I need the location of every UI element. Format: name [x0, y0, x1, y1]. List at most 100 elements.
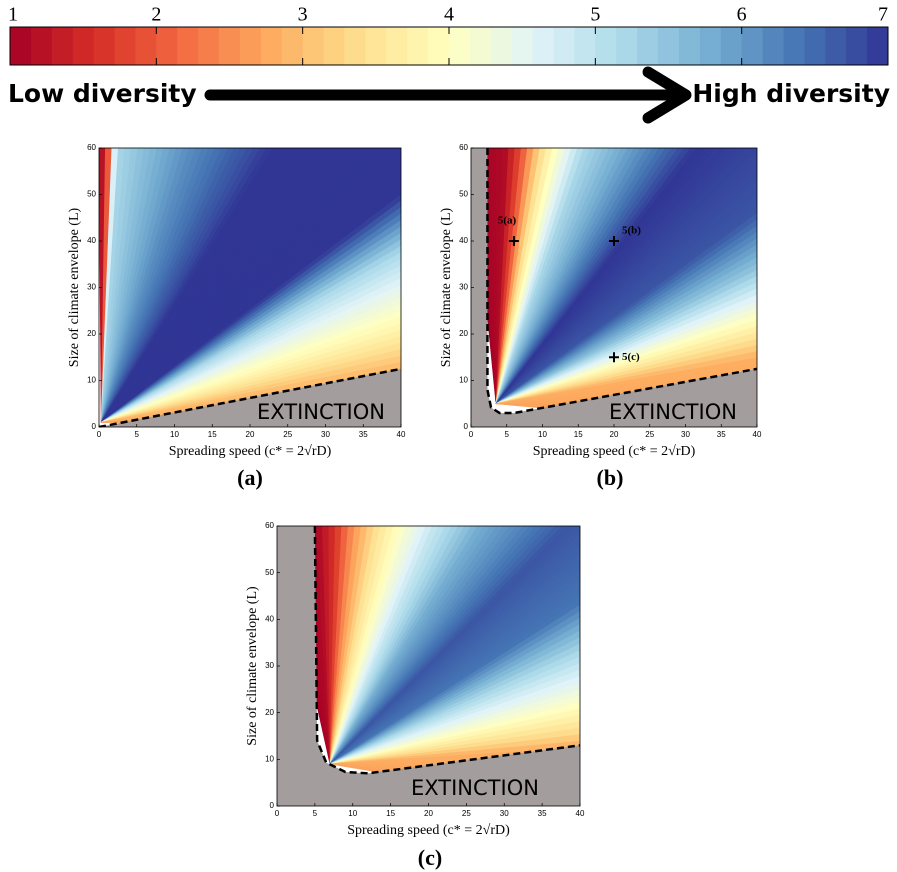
- contour-band: [495, 187, 757, 405]
- colorbar-segment: [30, 27, 53, 65]
- colorbar-segment: [616, 27, 638, 65]
- arrow-head: [642, 66, 692, 124]
- colorbar-segment: [532, 27, 555, 65]
- x-tick-label: 35: [359, 430, 368, 439]
- x-tick-label: 20: [610, 430, 619, 439]
- point-label: 5(c): [622, 351, 640, 363]
- contour-band: [101, 174, 401, 423]
- y-tick-label: 20: [87, 329, 96, 338]
- y-tick-label: 40: [87, 236, 96, 245]
- contour-band: [489, 148, 497, 404]
- contour-fill: [471, 148, 757, 427]
- contour-band: [495, 219, 757, 405]
- y-tick-label: 60: [87, 143, 96, 152]
- colorbar-segment: [386, 27, 408, 65]
- colorbar-segment: [553, 27, 575, 65]
- contour-band: [101, 336, 401, 423]
- colorbar-segment: [114, 27, 136, 65]
- contour-band: [101, 200, 401, 423]
- contour-band: [329, 714, 580, 765]
- contour-band: [329, 734, 580, 765]
- y-tick-label: 10: [265, 754, 274, 763]
- contour-band: [99, 148, 106, 423]
- contour-band: [495, 231, 757, 405]
- colorbar-segment: [302, 27, 325, 65]
- colorbar-segment: [449, 27, 471, 65]
- contour-band: [495, 225, 757, 405]
- contour-band: [495, 363, 757, 405]
- contour-band: [495, 313, 757, 405]
- contour-band: [101, 213, 401, 423]
- extinction-boundary: [99, 367, 401, 427]
- high-label: High diversity: [692, 79, 890, 108]
- x-tick-label: 30: [321, 430, 330, 439]
- y-tick-label: 50: [459, 190, 468, 199]
- colorbar-segment: [135, 27, 157, 65]
- colorbar-segment: [658, 27, 680, 65]
- x-tick-label: 40: [576, 809, 585, 818]
- contour-band: [101, 310, 401, 423]
- y-tick-label: 20: [459, 329, 468, 338]
- x-axis-label: Spreading speed (c* = 2√rD): [533, 444, 696, 459]
- contour-band: [329, 701, 580, 765]
- point-label: 5(b): [622, 225, 641, 237]
- y-tick-label: 10: [87, 376, 96, 385]
- y-axis-label: Size of climate envelope (L): [439, 207, 454, 367]
- x-tick-label: 5: [505, 430, 510, 439]
- panel-label: (b): [597, 465, 624, 490]
- contour-band: [495, 351, 757, 405]
- panel-label: (c): [418, 845, 442, 870]
- colorbar-segment: [198, 27, 220, 65]
- colorbar-tick-label: 1: [8, 4, 18, 26]
- contour-band: [101, 290, 401, 423]
- contour-band: [329, 559, 580, 765]
- contour-band: [495, 307, 757, 405]
- contour-band: [101, 258, 401, 423]
- contour-band: [495, 244, 757, 405]
- colorbar-tick-label: 4: [444, 4, 454, 26]
- extinction-label: EXTINCTION: [609, 400, 737, 424]
- colorbar-tick-label: 3: [298, 4, 308, 26]
- colorbar-segment: [469, 27, 492, 65]
- x-tick-label: 25: [645, 430, 654, 439]
- contour-band: [495, 250, 757, 405]
- contour-band: [329, 578, 580, 765]
- y-tick-label: 30: [265, 661, 274, 670]
- colorbar-segment: [846, 27, 868, 65]
- y-tick-label: 50: [87, 190, 96, 199]
- colorbar-segment: [637, 27, 659, 65]
- y-tick-label: 10: [459, 376, 468, 385]
- contour-band: [329, 617, 580, 765]
- contour-band: [101, 161, 401, 423]
- contour-band: [329, 656, 580, 765]
- extinction-region: [99, 148, 401, 427]
- contour-band: [495, 319, 757, 405]
- contour-band: [101, 316, 401, 423]
- colorbar-segment: [699, 27, 722, 65]
- colorbar-tick-label: 7: [878, 4, 888, 26]
- contour-band: [495, 370, 757, 405]
- colorbar-tick-label: 6: [737, 4, 747, 26]
- point-marker: [609, 352, 619, 363]
- x-tick-label: 25: [462, 809, 471, 818]
- point-marker: [508, 236, 519, 246]
- contour-band: [329, 669, 580, 765]
- x-tick-label: 0: [275, 809, 280, 818]
- contour-band: [101, 265, 401, 423]
- contour-band: [101, 219, 401, 423]
- contour-band: [101, 239, 401, 423]
- colorbar-segment: [762, 27, 784, 65]
- contour-band: [101, 349, 401, 423]
- contour-band: [495, 357, 757, 405]
- contour-band: [495, 338, 757, 405]
- x-tick-label: 25: [283, 430, 292, 439]
- x-tick-label: 35: [538, 809, 547, 818]
- y-tick-label: 20: [265, 708, 274, 717]
- contour-band: [101, 342, 401, 423]
- y-tick-label: 60: [459, 143, 468, 152]
- point-marker: [609, 236, 619, 246]
- contour-band: [101, 194, 401, 423]
- extinction-region: [277, 526, 580, 806]
- colorbar-tick-label: 5: [590, 4, 600, 26]
